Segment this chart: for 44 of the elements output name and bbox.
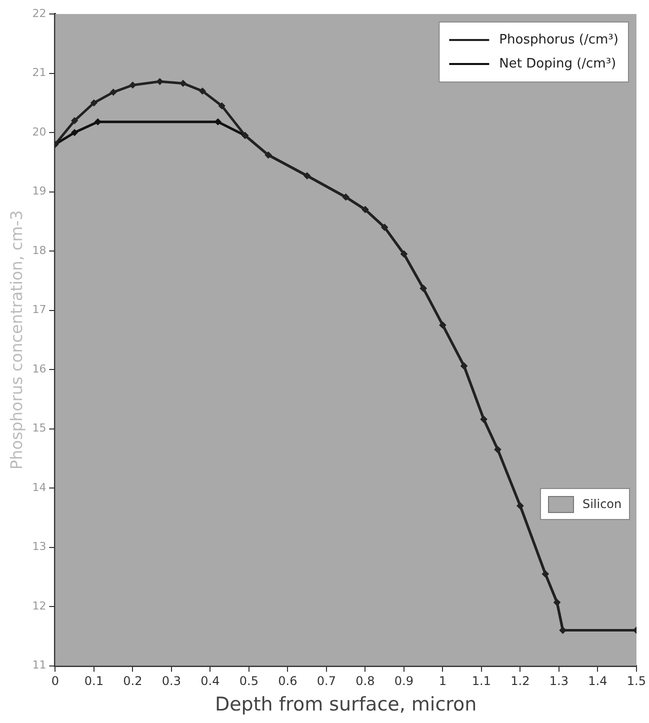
band-label: Silicon — [582, 497, 622, 512]
x-axis-title: Depth from surface, micron — [214, 694, 477, 716]
legend-label: Phosphorus (/cm³) — [499, 32, 618, 48]
y-axis-title: Phosphorus concentration, cm-3 — [6, 210, 26, 470]
y-tick-label: 21 — [32, 66, 46, 80]
x-tick-label: 0 — [51, 674, 60, 688]
y-tick-label: 17 — [32, 303, 46, 316]
y-tick-label: 12 — [32, 599, 46, 612]
x-tick-label: 1.2 — [510, 674, 530, 688]
x-tick-label: 0.4 — [200, 674, 220, 688]
x-tick-label: 1.3 — [549, 674, 569, 688]
y-tick-label: 16 — [32, 362, 46, 376]
x-tick-label: 1.4 — [588, 674, 608, 688]
point — [156, 78, 163, 85]
x-tick-label: 0.6 — [278, 674, 298, 688]
x-tick-label: 0.2 — [123, 674, 142, 688]
y-tick-label: 15 — [32, 422, 46, 435]
x-tick-label: 1 — [438, 674, 447, 688]
legend-label: Net Doping (/cm³) — [499, 56, 616, 72]
point — [130, 82, 136, 88]
x-tick-label: 0.3 — [162, 674, 181, 688]
point — [72, 129, 78, 136]
y-tick-label: 20 — [32, 125, 46, 138]
x-tick-label: 0.5 — [239, 674, 258, 688]
y-tick-label: 14 — [32, 480, 46, 494]
y-tick-label: 18 — [32, 244, 46, 257]
point — [110, 89, 116, 96]
x-tick-label: 1.5 — [626, 674, 646, 688]
x-tick-label: 0.1 — [84, 674, 104, 688]
x-tick-label: 0.8 — [356, 674, 375, 688]
y-tick-label: 19 — [32, 184, 46, 198]
point — [90, 100, 97, 106]
y-tick-label: 11 — [32, 658, 46, 672]
point — [72, 118, 78, 124]
x-tick-label: 0.7 — [316, 674, 336, 688]
point — [94, 118, 101, 125]
y-tick-label: 13 — [32, 540, 46, 554]
point — [218, 102, 225, 109]
point — [180, 80, 186, 86]
x-tick-label: 0.9 — [394, 674, 414, 688]
point — [199, 88, 206, 94]
y-tick-label: 22 — [32, 6, 46, 20]
legend-box: Silicon — [540, 488, 630, 520]
x-tick-label: 1.1 — [472, 674, 491, 688]
